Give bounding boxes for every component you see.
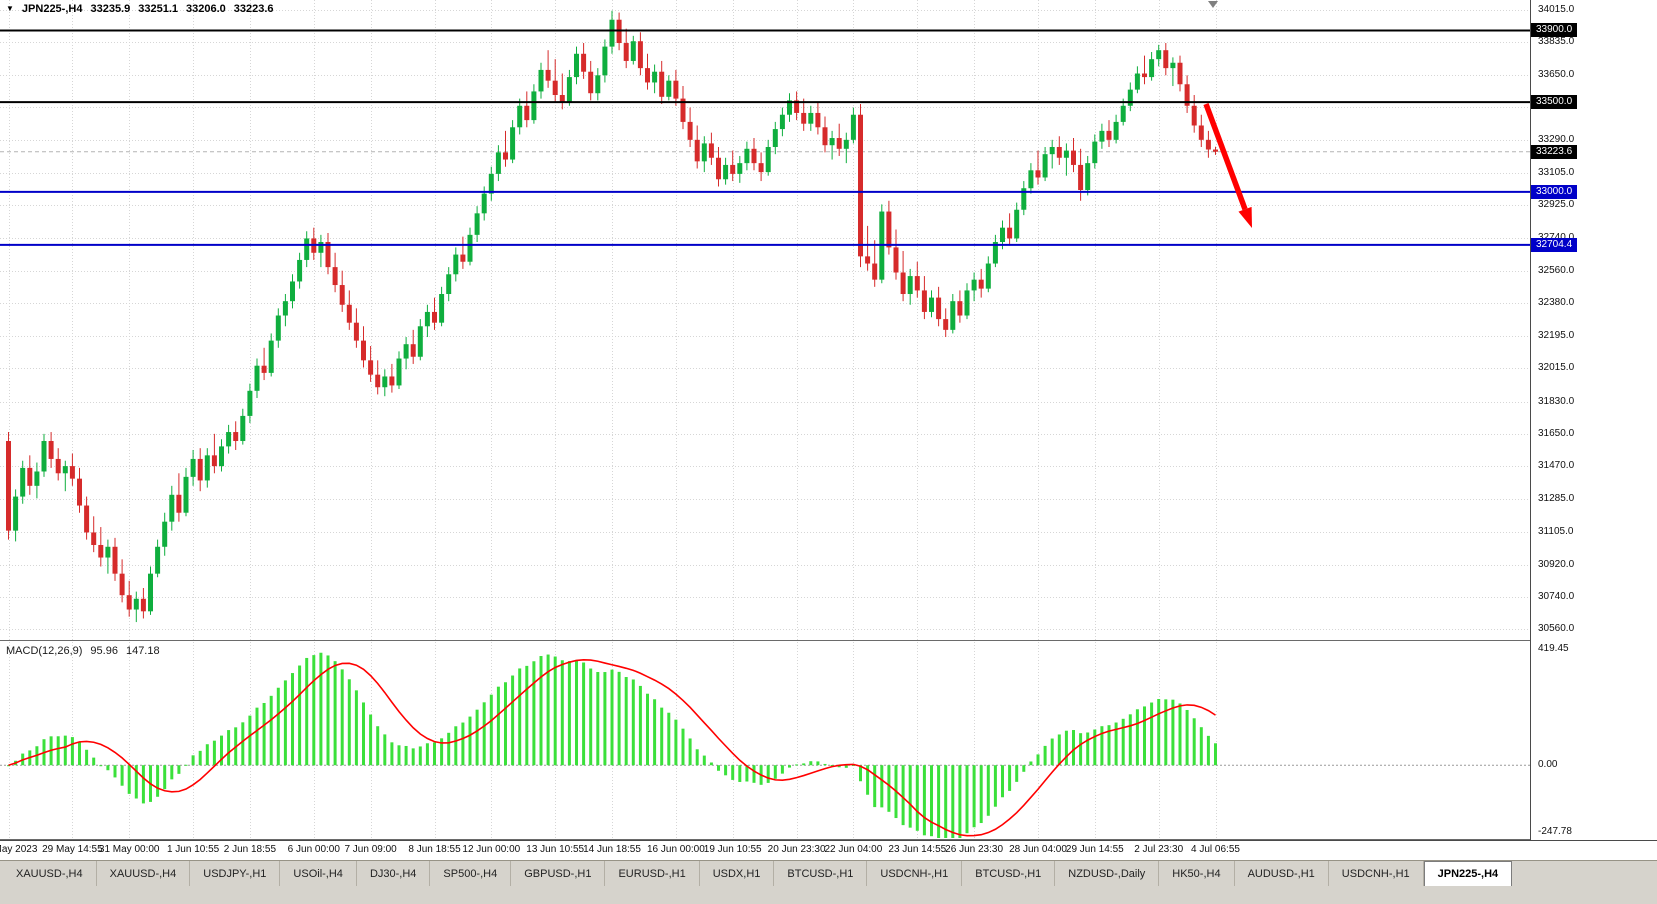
price-tick-label: 31285.0 bbox=[1538, 493, 1575, 505]
macd-axis-min: -247.78 bbox=[1538, 826, 1572, 837]
time-axis-label: 31 May 00:00 bbox=[98, 844, 160, 855]
macd-layer bbox=[0, 652, 1531, 838]
indicator-main-value: 95.96 bbox=[90, 645, 118, 657]
time-axis-label: 12 Jun 00:00 bbox=[462, 844, 521, 855]
time-axis-label: 7 Jun 09:00 bbox=[344, 844, 397, 855]
chart-tab-3[interactable]: USOil-,H4 bbox=[280, 861, 357, 886]
chart-tab-6[interactable]: GBPUSD-,H1 bbox=[511, 861, 606, 886]
macd-axis-zero: 0.00 bbox=[1538, 759, 1558, 770]
annotations-layer bbox=[1203, 1, 1252, 228]
hlines-layer bbox=[0, 29, 1531, 246]
time-axis-label: 19 Jun 10:55 bbox=[703, 844, 762, 855]
grid-layer bbox=[0, 0, 1531, 840]
price-tick-label: 34015.0 bbox=[1538, 3, 1575, 15]
current-price-box[interactable]: 33223.6 bbox=[1531, 144, 1578, 159]
title-close: 33223.6 bbox=[233, 3, 274, 15]
price-axis[interactable]: 419.45 0.00 -247.78 34015.0 33835.0 33650.… bbox=[1530, 0, 1657, 840]
time-axis-label: 22 Jun 04:00 bbox=[824, 844, 883, 855]
chart-tab-1[interactable]: XAUUSD-,H4 bbox=[97, 861, 191, 886]
indicator-name: MACD(12,26,9) bbox=[6, 645, 83, 657]
macd-axis-max: 419.45 bbox=[1538, 643, 1569, 654]
title-high: 33251.1 bbox=[138, 3, 178, 15]
chart-tab-area: XAUUSD-,H4 XAUUSD-,H4 USDJPY-,H1 USOil-,H4 D… bbox=[0, 860, 1657, 904]
price-tick-label: 30920.0 bbox=[1538, 558, 1575, 570]
time-axis-label: 1 Jun 10:55 bbox=[166, 844, 220, 855]
price-tick-label: 32380.0 bbox=[1538, 296, 1575, 308]
chart-window: ▼ JPN225-,H4 33235.9 33251.1 33206.0 332… bbox=[0, 0, 1657, 860]
price-tick-label: 33105.0 bbox=[1538, 166, 1575, 178]
time-axis-label: 16 Jun 00:00 bbox=[646, 844, 705, 855]
chart-tab-16[interactable]: JPN225-,H4 bbox=[1423, 861, 1513, 886]
time-axis-label: 14 Jun 18:55 bbox=[583, 844, 641, 855]
price-tick-label: 33835.0 bbox=[1538, 36, 1575, 48]
title-marker-icon: ▼ bbox=[6, 4, 14, 13]
time-axis-label: 29 Jun 14:55 bbox=[1065, 844, 1124, 855]
price-tick-label: 31470.0 bbox=[1538, 460, 1575, 472]
time-axis-label: 29 May 14:55 bbox=[42, 844, 103, 855]
chart-tab-bar: XAUUSD-,H4 XAUUSD-,H4 USDJPY-,H1 USOil-,H4 D… bbox=[0, 861, 1657, 886]
chart-tab-13[interactable]: HK50-,H4 bbox=[1159, 861, 1235, 886]
hline-price-box[interactable]: 33500.0 bbox=[1531, 95, 1578, 110]
price-tick-label: 32015.0 bbox=[1538, 362, 1575, 374]
time-axis-label: 8 Jun 18:55 bbox=[408, 844, 461, 855]
time-axis-label: 23 Jun 14:55 bbox=[888, 844, 947, 855]
title-open: 33235.9 bbox=[90, 3, 131, 15]
time-axis-label: 26 May 2023 bbox=[0, 844, 38, 855]
time-axis-label: 28 Jun 04:00 bbox=[1009, 844, 1067, 855]
chart-tab-8[interactable]: USDX,H1 bbox=[700, 861, 775, 886]
time-axis-label: 2 Jun 18:55 bbox=[223, 844, 277, 855]
time-axis-label: 13 Jun 10:55 bbox=[526, 844, 585, 855]
chart-tab-7[interactable]: EURUSD-,H1 bbox=[605, 861, 700, 886]
price-tick-label: 32925.0 bbox=[1538, 199, 1575, 211]
time-axis-label: 2 Jul 23:30 bbox=[1134, 844, 1184, 855]
title-symbol-period: JPN225-,H4 bbox=[21, 3, 83, 15]
chart-tab-14[interactable]: AUDUSD-,H1 bbox=[1235, 861, 1329, 886]
price-tick-label: 31650.0 bbox=[1538, 427, 1575, 439]
price-tick-label: 30740.0 bbox=[1538, 590, 1575, 602]
chart-tab-15[interactable]: USDCNH-,H1 bbox=[1329, 861, 1424, 886]
price-tick-label: 31830.0 bbox=[1538, 395, 1575, 407]
chart-tab-12[interactable]: NZDUSD-,Daily bbox=[1055, 861, 1160, 886]
chart-tab-5[interactable]: SP500-,H4 bbox=[430, 861, 512, 886]
price-tick-label: 32195.0 bbox=[1538, 330, 1575, 342]
time-axis-label: 4 Jul 06:55 bbox=[1191, 844, 1240, 855]
price-tick-label: 30560.0 bbox=[1538, 623, 1575, 635]
price-tick-label: 33290.0 bbox=[1538, 133, 1575, 145]
title-low: 33206.0 bbox=[186, 3, 226, 15]
hline-price-box[interactable]: 33900.0 bbox=[1531, 23, 1578, 38]
price-tick-label: 32560.0 bbox=[1538, 264, 1575, 276]
time-axis-label: 20 Jun 23:30 bbox=[767, 844, 826, 855]
chart-title: ▼ JPN225-,H4 33235.9 33251.1 33206.0 332… bbox=[6, 3, 274, 15]
candles-layer bbox=[0, 10, 1531, 623]
chart-tab-10[interactable]: USDCNH-,H1 bbox=[867, 861, 963, 886]
price-tick-label: 33650.0 bbox=[1538, 69, 1575, 81]
chart-tab-2[interactable]: USDJPY-,H1 bbox=[190, 861, 281, 886]
time-axis-label: 26 Jun 23:30 bbox=[945, 844, 1004, 855]
chart-tab-9[interactable]: BTCUSD-,H1 bbox=[774, 861, 868, 886]
chart-shift-marker[interactable] bbox=[1208, 1, 1218, 8]
indicator-label: MACD(12,26,9) 95.96 147.18 bbox=[6, 645, 160, 657]
time-axis-label: 6 Jun 00:00 bbox=[287, 844, 340, 855]
chart-plot[interactable] bbox=[0, 0, 1531, 840]
chart-tab-4[interactable]: DJ30-,H4 bbox=[357, 861, 431, 886]
red-arrow-head[interactable] bbox=[1238, 206, 1252, 228]
red-arrow-line[interactable] bbox=[1203, 103, 1248, 211]
chart-tab-11[interactable]: BTCUSD-,H1 bbox=[962, 861, 1056, 886]
hline-price-box[interactable]: 32704.4 bbox=[1531, 237, 1578, 252]
price-tick-label: 31105.0 bbox=[1538, 525, 1574, 537]
chart-tab-0[interactable]: XAUUSD-,H4 bbox=[3, 861, 97, 886]
hline-price-box[interactable]: 33000.0 bbox=[1531, 184, 1578, 199]
indicator-signal-value: 147.18 bbox=[125, 645, 160, 657]
